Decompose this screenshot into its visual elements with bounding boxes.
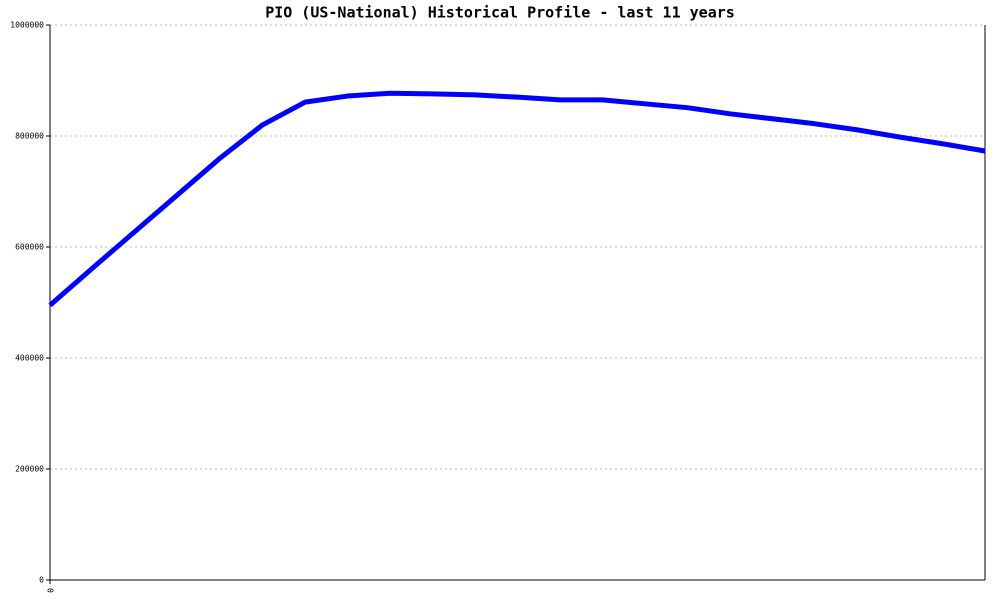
y-tick-label: 400000	[15, 354, 44, 363]
y-tick-label: 0	[39, 576, 44, 585]
y-tick-label: 200000	[15, 465, 44, 474]
y-tick-label: 1000000	[10, 21, 44, 30]
y-tick-label: 600000	[15, 243, 44, 252]
x-tick-label: 0	[46, 588, 55, 593]
chart-title: PIO (US-National) Historical Profile - l…	[265, 4, 735, 22]
data-line	[48, 90, 986, 308]
y-tick-label: 800000	[15, 132, 44, 141]
